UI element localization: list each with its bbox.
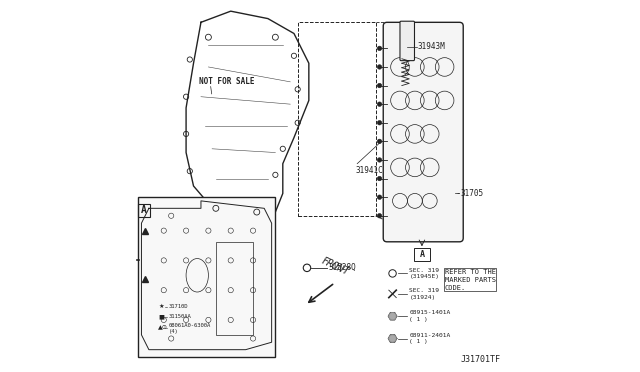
Bar <box>216 242 253 335</box>
Text: 31528Q: 31528Q <box>328 263 356 272</box>
Circle shape <box>378 65 381 69</box>
Text: REFER TO THE
MARKED PARTS
CODE.: REFER TO THE MARKED PARTS CODE. <box>445 269 495 291</box>
Text: 08915-1401A
( 1 ): 08915-1401A ( 1 ) <box>410 310 451 322</box>
Text: 31150AA: 31150AA <box>168 314 191 320</box>
Circle shape <box>378 214 381 218</box>
Circle shape <box>378 102 381 106</box>
Text: NOT FOR SALE: NOT FOR SALE <box>199 77 255 86</box>
Circle shape <box>378 121 381 125</box>
Circle shape <box>378 158 381 162</box>
Text: 31941C: 31941C <box>355 166 383 174</box>
Text: FRONT: FRONT <box>319 256 350 277</box>
Text: 31710D: 31710D <box>168 304 188 310</box>
Text: 31705: 31705 <box>461 189 484 198</box>
Text: SEC. 319
(31945E): SEC. 319 (31945E) <box>410 267 439 279</box>
Text: 08911-2401A
( 1 ): 08911-2401A ( 1 ) <box>410 333 451 344</box>
Bar <box>138 197 275 357</box>
Text: J31701TF: J31701TF <box>460 355 500 364</box>
Text: ★: ★ <box>158 304 164 310</box>
Text: A: A <box>419 250 424 259</box>
Circle shape <box>389 312 396 320</box>
FancyBboxPatch shape <box>400 21 415 61</box>
Circle shape <box>378 176 381 181</box>
Circle shape <box>378 139 381 144</box>
Text: ■: ■ <box>158 314 164 320</box>
Circle shape <box>378 83 381 88</box>
Text: SEC. 319
(31924): SEC. 319 (31924) <box>410 288 439 300</box>
Circle shape <box>389 335 396 342</box>
Text: A: A <box>141 205 147 215</box>
Circle shape <box>378 46 381 51</box>
Text: 31943M: 31943M <box>417 42 445 51</box>
Text: ▲⊙: ▲⊙ <box>158 326 168 331</box>
Circle shape <box>378 195 381 199</box>
Text: 08061A0-6300A
(4): 08061A0-6300A (4) <box>168 323 211 334</box>
FancyBboxPatch shape <box>383 22 463 242</box>
